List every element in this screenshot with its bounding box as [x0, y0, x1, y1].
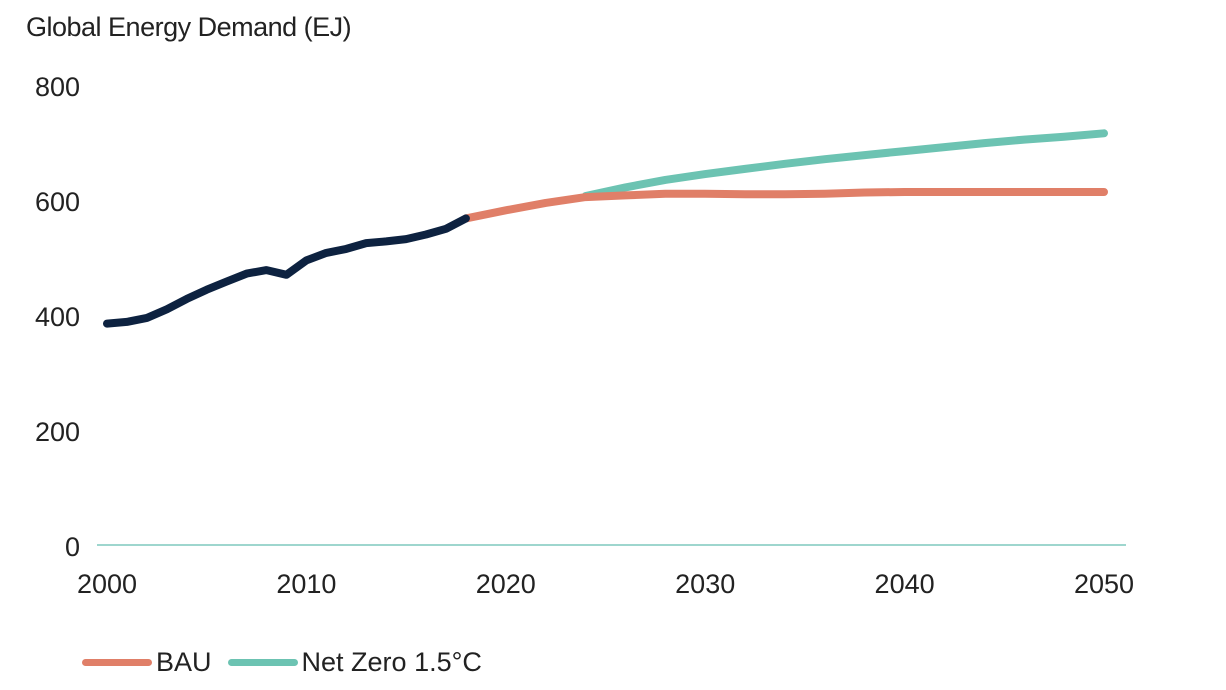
legend-item: Net Zero 1.5°C [227, 646, 482, 678]
legend-item: BAU [82, 647, 212, 678]
x-tick-label: 2050 [1074, 569, 1134, 599]
legend: BAU Net Zero 1.5°C [82, 642, 498, 682]
x-tick-label: 2040 [875, 569, 935, 599]
x-tick-label: 2030 [675, 569, 735, 599]
x-tick-label: 2000 [77, 569, 137, 599]
series-line-net-zero-1-5-c [581, 129, 1108, 200]
legend-swatch [227, 658, 298, 666]
legend-label: BAU [156, 646, 212, 677]
y-tick-label: 800 [35, 72, 80, 102]
legend-label: Net Zero 1.5°C [301, 646, 482, 677]
series-line-bau [461, 188, 1108, 223]
y-tick-label: 0 [65, 532, 80, 562]
x-tick-label: 2020 [476, 569, 536, 599]
y-tick-label: 400 [35, 302, 80, 332]
x-tick-label: 2010 [276, 569, 336, 599]
y-tick-label: 600 [35, 187, 80, 217]
y-tick-label: 200 [35, 417, 80, 447]
chart-title: Global Energy Demand (EJ) [26, 12, 352, 42]
legend-swatch [82, 658, 152, 666]
series-line-historical [103, 214, 470, 328]
